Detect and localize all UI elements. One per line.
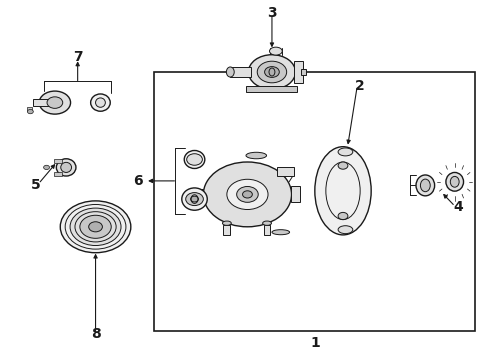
Text: 8: 8 [91,327,100,341]
Ellipse shape [184,150,205,168]
Ellipse shape [446,172,464,191]
Bar [54,172,62,176]
Circle shape [39,91,71,114]
Ellipse shape [338,148,353,156]
Ellipse shape [61,162,72,172]
Circle shape [237,186,258,202]
Bar [264,225,270,235]
Circle shape [191,196,198,202]
Bar [154,72,475,331]
Ellipse shape [246,152,267,159]
Bar [277,167,294,176]
Circle shape [243,191,252,198]
Circle shape [80,215,111,238]
Ellipse shape [96,98,105,107]
Text: 7: 7 [73,50,82,63]
Bar [223,225,230,235]
Text: 5: 5 [30,179,40,192]
Bar [27,107,32,111]
Bar [294,61,303,83]
Circle shape [338,162,348,169]
Bar [33,99,49,106]
Circle shape [89,222,102,232]
Text: 6: 6 [133,174,143,188]
Circle shape [70,208,121,246]
Circle shape [257,61,287,83]
Circle shape [338,212,348,220]
Ellipse shape [338,226,353,234]
Circle shape [187,154,202,165]
Ellipse shape [56,159,76,176]
Circle shape [186,193,203,206]
Ellipse shape [263,221,271,225]
Text: 2: 2 [355,79,365,93]
Ellipse shape [272,230,290,235]
Ellipse shape [270,47,282,55]
Bar [301,69,306,75]
Ellipse shape [450,176,459,187]
Ellipse shape [420,179,430,192]
Circle shape [44,165,49,170]
Text: 4: 4 [453,200,463,214]
Circle shape [203,162,292,227]
Ellipse shape [315,147,371,235]
Circle shape [47,97,63,108]
Ellipse shape [226,67,234,77]
Circle shape [265,67,279,77]
Circle shape [227,179,268,210]
Ellipse shape [222,221,231,225]
Ellipse shape [182,188,207,210]
Bar [54,159,62,163]
Circle shape [248,55,295,89]
Bar [291,186,300,202]
Text: 3: 3 [267,6,277,19]
Circle shape [27,109,33,114]
Text: 1: 1 [310,336,319,350]
Circle shape [60,201,131,253]
Bar [230,67,251,77]
Bar [246,86,297,92]
Ellipse shape [91,94,110,111]
Ellipse shape [416,175,435,196]
